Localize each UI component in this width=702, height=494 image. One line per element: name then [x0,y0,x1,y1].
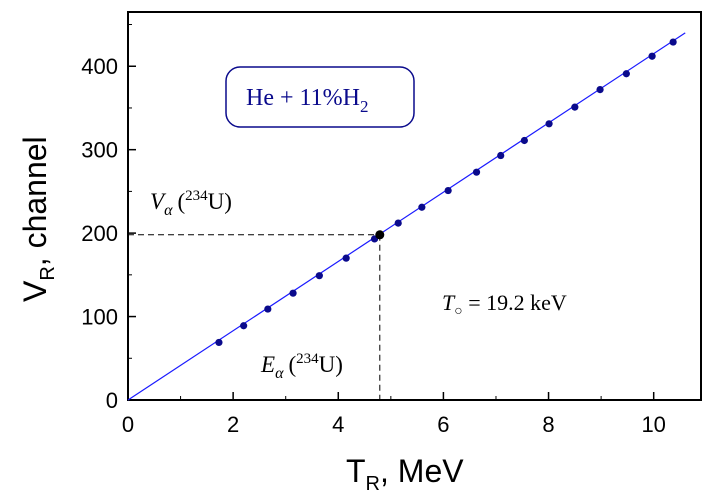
data-point [472,168,481,176]
annotation-t-naught: T○ = 19.2 keV [442,290,567,319]
x-axis-label: TR, MeV [346,453,464,494]
y-tick-label: 400 [81,54,118,79]
y-tick-label: 100 [81,305,118,330]
x-ticks: 0 2 4 6 8 10 [122,392,666,437]
x-tick-label: 2 [227,412,239,437]
data-point [497,151,505,160]
e-alpha-main: E [260,352,275,377]
t-naught-sub: ○ [454,304,462,319]
data-point [394,219,402,227]
annotation-v-alpha: Vα (234U) [150,188,232,219]
data-point [240,322,248,330]
v-alpha-sup: 234 [185,188,208,204]
data-point [289,289,297,297]
legend-box [225,66,415,128]
t-naught-value: = 19.2 keV [463,290,567,315]
fit-line [127,32,686,401]
x-tick-label: 4 [332,412,344,437]
v-alpha-sub: α [164,202,173,219]
x-tick-label: 10 [641,412,665,437]
data-point [648,52,656,60]
y-axis-label-unit: , channel [17,136,53,266]
data-points [215,38,677,347]
x-axis-label-main: T [346,453,366,489]
data-point [215,338,223,347]
data-point [669,38,677,46]
data-point [520,136,528,145]
e-alpha-sup: 234 [296,351,319,367]
v-alpha-elem: U) [208,189,232,214]
data-point [622,70,630,78]
y-tick-label: 200 [81,221,118,246]
x-tick-label: 0 [122,412,134,437]
highlight-point [375,230,385,240]
x-tick-label: 8 [542,412,554,437]
legend-subscript: 2 [360,97,369,116]
y-tick-label: 300 [81,138,118,163]
data-point [545,120,553,128]
e-alpha-elem: U) [319,352,343,377]
data-point [596,86,604,94]
y-axis-label-sub: R [37,266,59,280]
y-ticks: 0 100 200 300 400 [81,24,136,413]
data-point [342,254,350,262]
data-point [315,272,323,280]
data-point [418,203,426,211]
data-point [264,305,272,313]
v-alpha-main: V [150,189,167,214]
x-axis-label-sub: R [366,473,380,494]
legend-text: He + 11%H2 [246,85,368,116]
y-tick-label: 0 [106,388,118,413]
x-axis-label-unit: , MeV [380,453,464,489]
data-point [571,103,579,111]
plot-frame [127,11,702,401]
t-naught-main: T [442,290,456,315]
y-axis-label-main: V [17,280,53,302]
e-alpha-sub: α [275,365,284,382]
annotation-e-alpha: Eα (234U) [260,351,343,382]
legend-prefix: He + 11%H [246,85,360,111]
data-point [444,186,452,195]
v-alpha-paren: ( [177,189,185,214]
x-tick-label: 6 [437,412,449,437]
e-alpha-paren: ( [288,352,296,377]
y-axis-label: VR, channel [17,136,59,302]
